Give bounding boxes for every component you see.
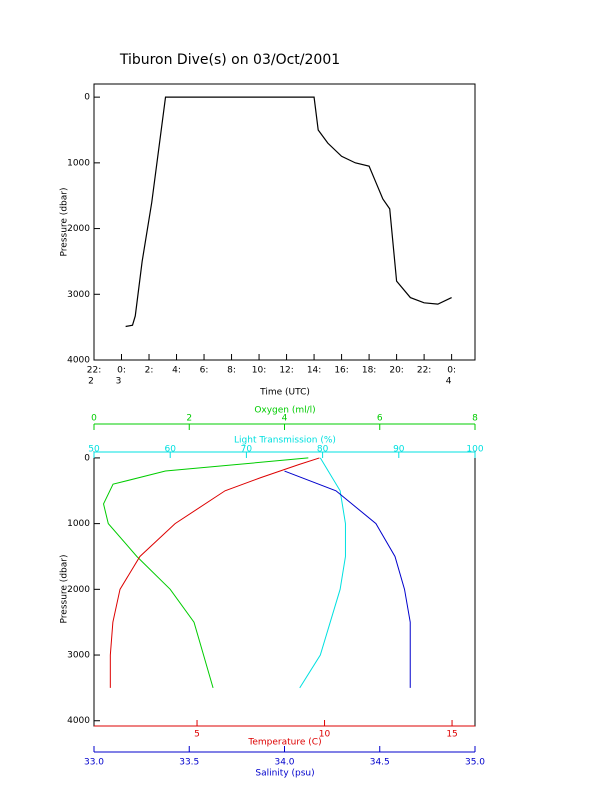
x-tick-label: 50 — [88, 445, 100, 455]
x-tick-label: 34.0 — [274, 758, 294, 768]
x-tick-label: 2 — [186, 414, 192, 424]
x-tick-label: 70 — [241, 445, 253, 455]
x-tick-sublabel: 2 — [88, 377, 94, 387]
x-tick-label: 5 — [194, 730, 200, 740]
x-tick-label: 35.0 — [465, 758, 485, 768]
x-axis-label: Salinity (psu) — [255, 769, 314, 779]
y-tick-label: 4000 — [67, 716, 90, 726]
plot-frame — [93, 451, 476, 727]
plot-frame — [93, 83, 476, 361]
x-tick-label: 8 — [472, 414, 478, 424]
x-tick-label: 0 — [91, 414, 97, 424]
x-tick-label: 0: — [117, 366, 126, 376]
x-tick-label: 20: — [389, 366, 403, 376]
y-tick-label: 0 — [84, 453, 90, 463]
y-tick-label: 2000 — [67, 585, 90, 595]
x-tick-label: 34.5 — [370, 758, 390, 768]
y-tick-label: 1000 — [67, 519, 90, 529]
y-tick-label: 0 — [84, 93, 90, 103]
x-tick-label: 22: — [417, 366, 431, 376]
x-axis-label: Temperature (C) — [247, 738, 321, 748]
x-tick-label: 33.0 — [84, 758, 104, 768]
x-axis-label: Oxygen (ml/l) — [254, 406, 315, 416]
x-axis-label: Light Transmission (%) — [234, 436, 336, 446]
x-tick-label: 16: — [334, 366, 348, 376]
x-tick-label: 10: — [252, 366, 266, 376]
x-tick-label: 12: — [279, 366, 293, 376]
x-tick-label: 0: — [447, 366, 456, 376]
x-tick-label: 33.5 — [179, 758, 199, 768]
x-tick-label: 10 — [319, 730, 331, 740]
profile-line — [102, 457, 309, 689]
x-tick-label: 14: — [307, 366, 321, 376]
y-tick-label: 2000 — [67, 224, 90, 234]
x-tick-label: 2: — [145, 366, 154, 376]
x-tick-label: 15 — [446, 730, 457, 740]
profile-line — [109, 457, 320, 688]
y-tick-label: 4000 — [67, 356, 90, 366]
x-tick-label: 4: — [172, 366, 181, 376]
y-tick-label: 3000 — [67, 651, 90, 661]
x-tick-sublabel: 3 — [116, 377, 122, 387]
chart-title: Tiburon Dive(s) on 03/Oct/2001 — [119, 52, 340, 68]
x-tick-label: 8: — [227, 366, 236, 376]
profile-line — [284, 470, 411, 688]
y-axis-label: Pressure (dbar) — [60, 555, 70, 624]
y-tick-label: 3000 — [67, 290, 90, 300]
x-axis-label: Time (UTC) — [259, 388, 310, 398]
data-line — [125, 96, 452, 328]
x-tick-label: 80 — [317, 445, 329, 455]
x-tick-sublabel: 4 — [446, 377, 452, 387]
x-tick-label: 22: — [87, 366, 101, 376]
x-tick-label: 6: — [200, 366, 209, 376]
x-tick-label: 90 — [393, 445, 405, 455]
x-tick-label: 100 — [466, 445, 483, 455]
profile-line — [299, 457, 346, 689]
y-tick-label: 1000 — [67, 158, 90, 168]
y-axis-label: Pressure (dbar) — [60, 188, 70, 257]
x-tick-label: 18: — [362, 366, 376, 376]
x-tick-label: 6 — [377, 414, 383, 424]
x-tick-label: 60 — [164, 445, 176, 455]
x-tick-label: 4 — [282, 414, 288, 424]
